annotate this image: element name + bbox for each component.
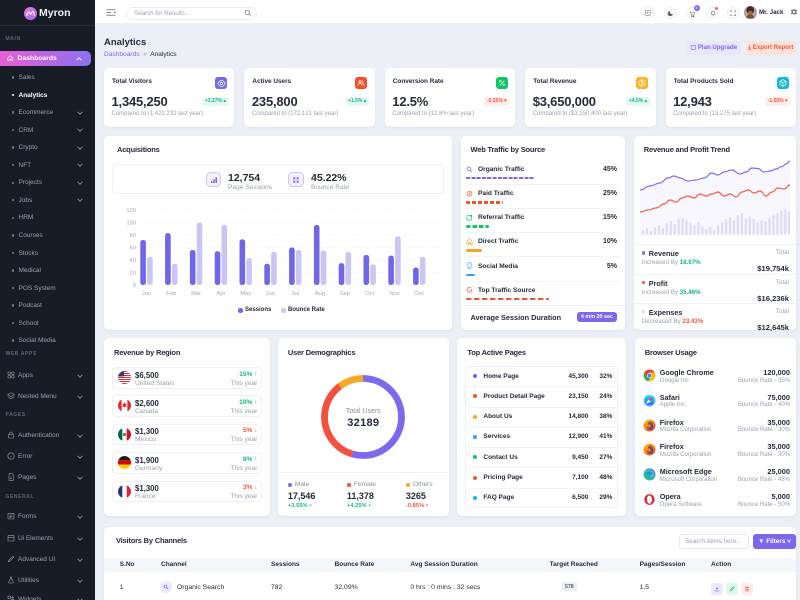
svg-text:Feb: Feb bbox=[166, 291, 176, 297]
svg-text:Mar: Mar bbox=[191, 291, 201, 297]
svg-text:Sep: Sep bbox=[340, 291, 350, 297]
svg-text:Nov: Nov bbox=[389, 291, 399, 297]
svg-text:60: 60 bbox=[130, 246, 136, 252]
svg-text:May: May bbox=[240, 291, 251, 297]
svg-text:20: 20 bbox=[130, 271, 136, 277]
svg-text:100: 100 bbox=[126, 221, 136, 227]
svg-text:Aug: Aug bbox=[315, 291, 325, 297]
svg-text:120: 120 bbox=[126, 208, 136, 214]
svg-text:0: 0 bbox=[133, 283, 136, 289]
svg-text:Oct: Oct bbox=[365, 291, 374, 297]
svg-text:80: 80 bbox=[130, 233, 136, 239]
svg-text:Jul: Jul bbox=[292, 291, 299, 297]
svg-text:Apr: Apr bbox=[216, 291, 225, 297]
svg-text:Jun: Jun bbox=[266, 291, 275, 297]
svg-text:Jan: Jan bbox=[142, 291, 151, 297]
svg-text:40: 40 bbox=[130, 258, 136, 264]
svg-text:Dec: Dec bbox=[414, 291, 424, 297]
